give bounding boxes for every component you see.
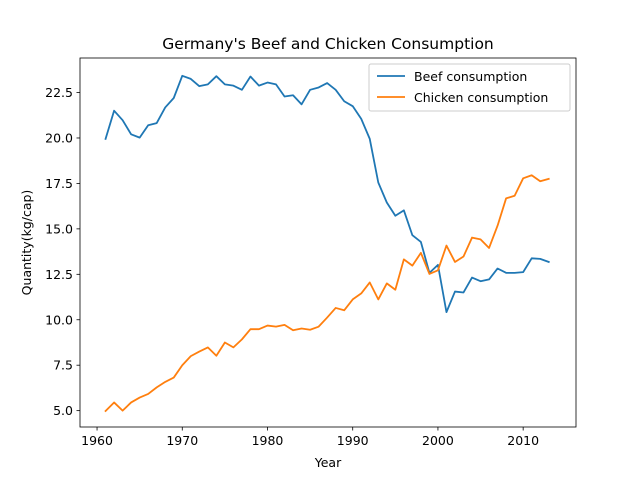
plot-area <box>79 57 577 428</box>
y-tick-label: 20.0 <box>45 130 73 145</box>
y-tick-label: 10.0 <box>45 312 73 327</box>
x-tick-label: 2000 <box>422 433 454 448</box>
series-line-chicken <box>104 174 550 413</box>
plot-border <box>79 57 577 428</box>
legend-label-chicken: Chicken consumption <box>414 90 548 105</box>
chart-title: Germany's Beef and Chicken Consumption <box>162 35 494 53</box>
x-axis-label: Year <box>314 455 342 470</box>
series-line-beef <box>104 74 550 314</box>
x-tick-label: 1980 <box>252 433 284 448</box>
x-axis: 1960 1970 1980 1990 2000 2010 <box>81 427 539 448</box>
y-tick-label: 7.5 <box>53 358 73 373</box>
legend-label-beef: Beef consumption <box>414 69 527 84</box>
y-tick-label: 17.5 <box>45 176 73 191</box>
y-tick-label: 5.0 <box>53 403 73 418</box>
y-tick-label: 15.0 <box>45 221 73 236</box>
x-tick-label: 1960 <box>81 433 113 448</box>
plot-frame <box>80 58 576 427</box>
series-layer <box>104 74 550 413</box>
y-axis: 5.0 7.5 10.0 12.5 15.0 17.5 20.0 22.5 <box>45 85 80 418</box>
x-tick-label: 1970 <box>166 433 198 448</box>
y-tick-label: 22.5 <box>45 85 73 100</box>
y-tick-label: 12.5 <box>45 267 73 282</box>
legend: Beef consumption Chicken consumption <box>368 63 571 112</box>
x-tick-label: 2010 <box>507 433 539 448</box>
legend-box <box>368 63 571 112</box>
x-tick-label: 1990 <box>337 433 369 448</box>
y-axis-label: Quantity(kg/cap) <box>19 190 34 296</box>
